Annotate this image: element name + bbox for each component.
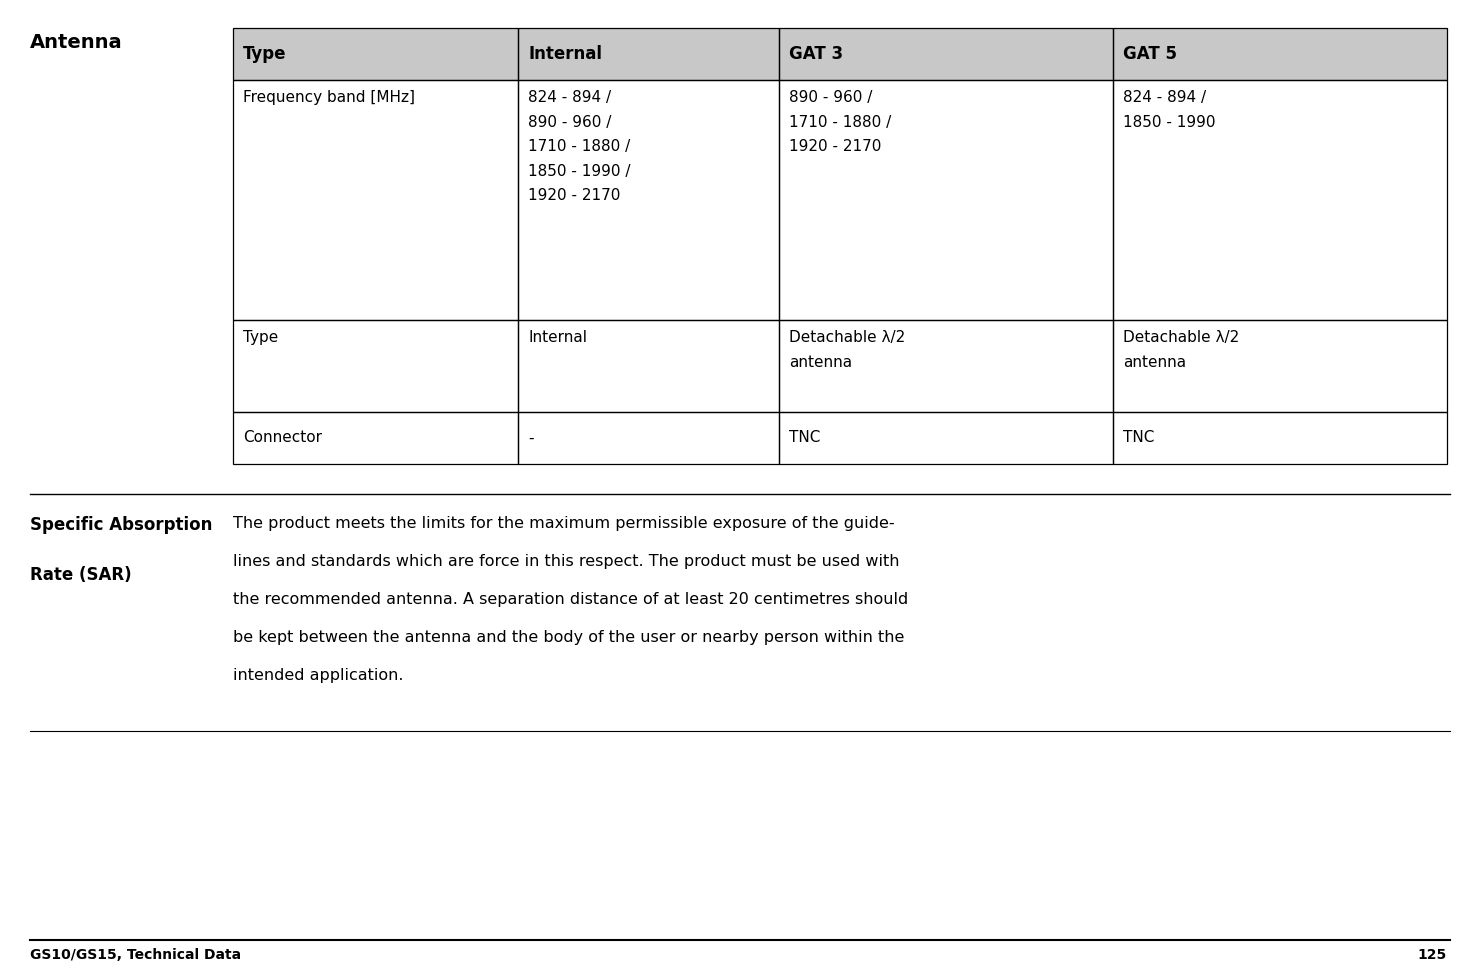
Bar [233, 28, 518, 80]
Bar [780, 320, 1114, 412]
Bar [780, 412, 1114, 464]
Bar [1114, 320, 1447, 412]
Text: 125: 125 [1418, 948, 1447, 962]
Text: Frequency band [MHz]: Frequency band [MHz] [244, 90, 415, 105]
Text: 824 - 894 /
890 - 960 /
1710 - 1880 /
1850 - 1990 /
1920 - 2170: 824 - 894 / 890 - 960 / 1710 - 1880 / 18… [529, 90, 631, 203]
Text: Specific Absorption: Specific Absorption [30, 516, 213, 534]
Text: GS10/GS15, Technical Data: GS10/GS15, Technical Data [30, 948, 241, 962]
Text: be kept between the antenna and the body of the user or nearby person within the: be kept between the antenna and the body… [233, 630, 904, 645]
Bar [1114, 28, 1447, 80]
Bar [780, 28, 1114, 80]
Bar [1114, 28, 1447, 80]
Text: Connector: Connector [244, 431, 322, 446]
Text: Internal: Internal [529, 45, 603, 63]
Bar [233, 80, 518, 320]
Text: lines and standards which are force in this respect. The product must be used wi: lines and standards which are force in t… [233, 554, 899, 569]
Text: 890 - 960 /
1710 - 1880 /
1920 - 2170: 890 - 960 / 1710 - 1880 / 1920 - 2170 [789, 90, 892, 154]
Bar [233, 28, 518, 80]
Text: Antenna: Antenna [30, 33, 123, 52]
Text: Detachable λ/2
antenna: Detachable λ/2 antenna [1123, 330, 1239, 369]
Bar [780, 80, 1114, 320]
Bar [518, 28, 780, 80]
Bar [1114, 80, 1447, 320]
Text: the recommended antenna. A separation distance of at least 20 centimetres should: the recommended antenna. A separation di… [233, 592, 908, 607]
Bar [518, 28, 780, 80]
Bar [518, 80, 780, 320]
Text: Type: Type [244, 330, 278, 345]
Text: GAT 5: GAT 5 [1123, 45, 1177, 63]
Bar [1114, 412, 1447, 464]
Text: TNC: TNC [789, 431, 821, 446]
Bar [518, 320, 780, 412]
Text: Internal: Internal [529, 330, 588, 345]
Text: -: - [529, 431, 533, 446]
Bar [233, 412, 518, 464]
Text: Type: Type [244, 45, 287, 63]
Text: The product meets the limits for the maximum permissible exposure of the guide-: The product meets the limits for the max… [233, 516, 895, 531]
Bar [780, 28, 1114, 80]
Text: Detachable λ/2
antenna: Detachable λ/2 antenna [789, 330, 905, 369]
Bar [518, 412, 780, 464]
Text: TNC: TNC [1123, 431, 1155, 446]
Text: 824 - 894 /
1850 - 1990: 824 - 894 / 1850 - 1990 [1123, 90, 1216, 130]
Text: Rate (SAR): Rate (SAR) [30, 566, 131, 584]
Bar [233, 320, 518, 412]
Text: intended application.: intended application. [233, 668, 403, 683]
Text: GAT 3: GAT 3 [789, 45, 843, 63]
